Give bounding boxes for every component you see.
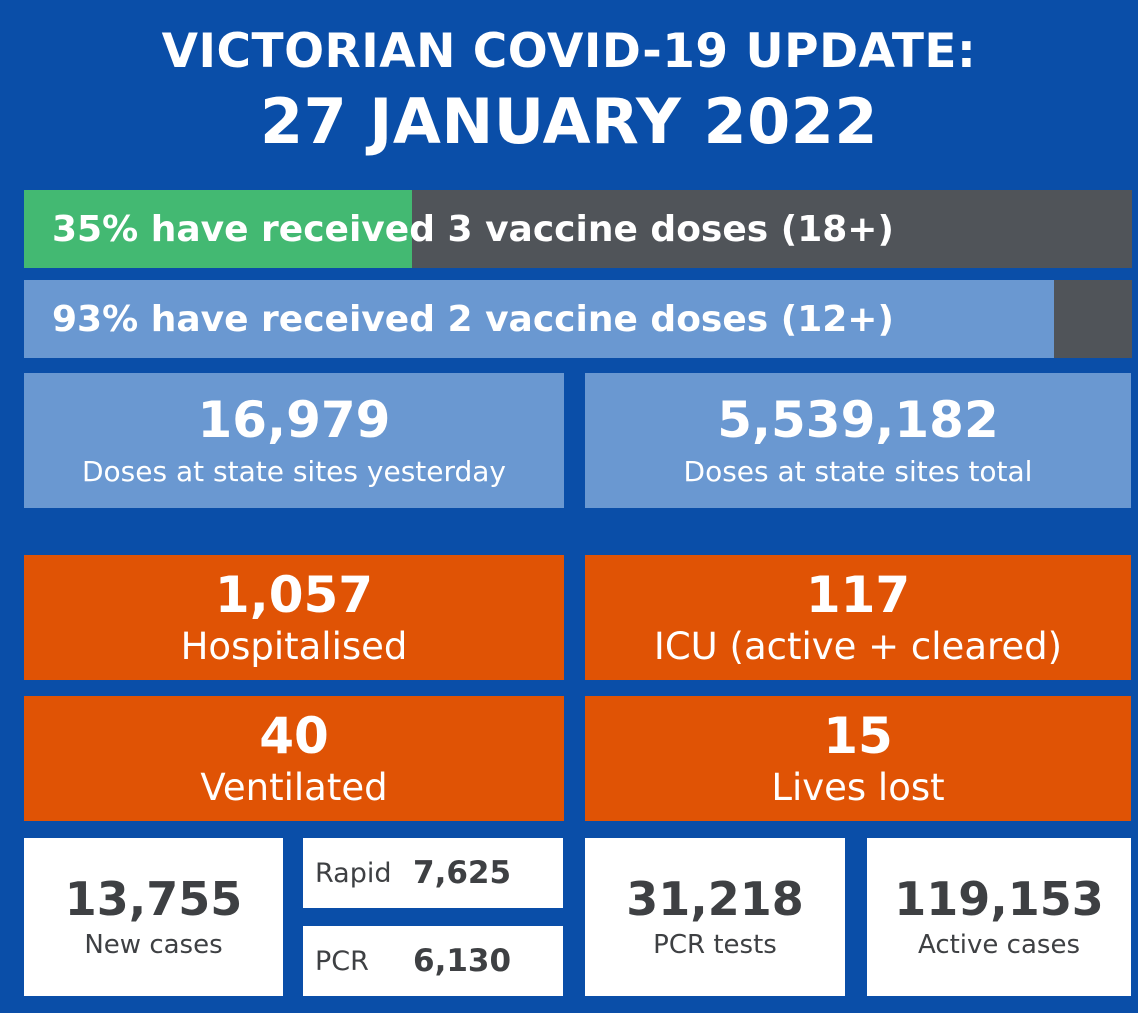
pcr-label: PCR bbox=[315, 945, 369, 977]
two-dose-bar: 93% have received 2 vaccine doses (12+) bbox=[24, 280, 1132, 358]
active-cases-tile: 119,153 Active cases bbox=[867, 838, 1131, 996]
rapid-label: Rapid bbox=[315, 857, 392, 889]
pcr-value: 6,130 bbox=[413, 943, 512, 979]
doses-yesterday-value: 16,979 bbox=[197, 390, 391, 449]
doses-yesterday-tile: 16,979 Doses at state sites yesterday bbox=[24, 373, 564, 508]
doses-total-label: Doses at state sites total bbox=[683, 454, 1033, 488]
pcr-tests-label: PCR tests bbox=[653, 930, 777, 960]
pcr-tests-value: 31,218 bbox=[626, 872, 804, 926]
new-cases-label: New cases bbox=[84, 930, 223, 960]
hospitalised-tile: 1,057 Hospitalised bbox=[24, 555, 564, 680]
active-cases-value: 119,153 bbox=[894, 872, 1104, 926]
title-date: 27 JANUARY 2022 bbox=[259, 85, 879, 158]
pcr-tile: PCR 6,130 bbox=[303, 926, 563, 996]
ventilated-value: 40 bbox=[259, 706, 329, 765]
lives-lost-tile: 15 Lives lost bbox=[585, 696, 1131, 821]
three-dose-bar-label: 35% have received 3 vaccine doses (18+) bbox=[52, 208, 894, 250]
icu-tile: 117 ICU (active + cleared) bbox=[585, 555, 1131, 680]
doses-yesterday-label: Doses at state sites yesterday bbox=[81, 454, 507, 488]
doses-total-value: 5,539,182 bbox=[717, 390, 999, 449]
doses-total-tile: 5,539,182 Doses at state sites total bbox=[585, 373, 1131, 508]
hospitalised-label: Hospitalised bbox=[180, 624, 408, 668]
new-cases-value: 13,755 bbox=[64, 872, 243, 926]
title-line-1: VICTORIAN COVID-19 UPDATE: bbox=[161, 24, 977, 79]
icu-label: ICU (active + cleared) bbox=[653, 624, 1063, 668]
rapid-tests-tile: Rapid 7,625 bbox=[303, 838, 563, 908]
rapid-value: 7,625 bbox=[413, 855, 512, 891]
three-dose-bar-fill bbox=[24, 190, 412, 268]
hospitalised-value: 1,057 bbox=[214, 565, 374, 624]
ventilated-tile: 40 Ventilated bbox=[24, 696, 564, 821]
active-cases-label: Active cases bbox=[917, 930, 1080, 960]
icu-value: 117 bbox=[805, 565, 911, 624]
two-dose-bar-label: 93% have received 2 vaccine doses (12+) bbox=[52, 298, 894, 340]
pcr-tests-tile: 31,218 PCR tests bbox=[585, 838, 845, 996]
ventilated-label: Ventilated bbox=[200, 765, 388, 809]
lives-lost-value: 15 bbox=[823, 706, 893, 765]
two-dose-bar-fill bbox=[24, 280, 1055, 358]
lives-lost-label: Lives lost bbox=[771, 765, 945, 809]
three-dose-bar: 35% have received 3 vaccine doses (18+) bbox=[24, 190, 1132, 268]
new-cases-tile: 13,755 New cases bbox=[24, 838, 283, 996]
